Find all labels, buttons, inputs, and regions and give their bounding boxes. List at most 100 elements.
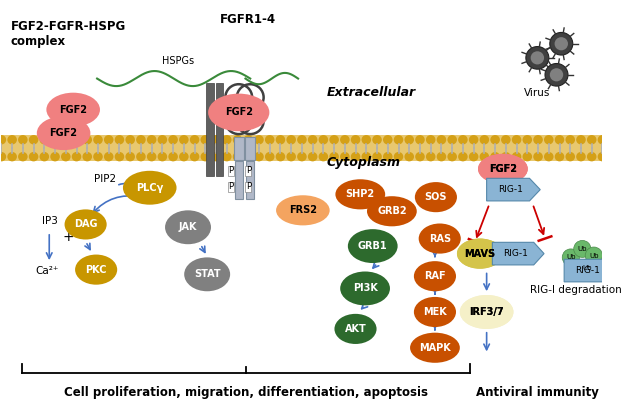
- Circle shape: [136, 135, 146, 144]
- Circle shape: [126, 152, 135, 161]
- Ellipse shape: [460, 295, 514, 329]
- Text: Cytoplasm: Cytoplasm: [327, 156, 401, 169]
- Circle shape: [190, 135, 199, 144]
- Ellipse shape: [367, 196, 417, 226]
- Text: HSPGs: HSPGs: [162, 56, 194, 66]
- Circle shape: [158, 152, 167, 161]
- Bar: [206, 83, 214, 176]
- Text: FGF2: FGF2: [50, 128, 78, 138]
- Ellipse shape: [335, 179, 385, 209]
- Text: RAF: RAF: [424, 271, 446, 281]
- Circle shape: [200, 135, 210, 144]
- Ellipse shape: [184, 257, 230, 291]
- Circle shape: [61, 135, 70, 144]
- Circle shape: [222, 135, 232, 144]
- Circle shape: [512, 135, 521, 144]
- Text: RIG-1: RIG-1: [575, 266, 600, 275]
- Circle shape: [29, 135, 38, 144]
- Circle shape: [544, 152, 553, 161]
- Circle shape: [545, 63, 568, 86]
- Circle shape: [576, 152, 586, 161]
- Text: GRB2: GRB2: [377, 206, 407, 216]
- Circle shape: [394, 135, 403, 144]
- Circle shape: [394, 152, 403, 161]
- Text: Cell proliferation, migration, differentiation, apoptosis: Cell proliferation, migration, different…: [65, 386, 428, 399]
- Circle shape: [254, 152, 264, 161]
- Circle shape: [383, 135, 392, 144]
- Text: FGF2: FGF2: [225, 107, 252, 117]
- Ellipse shape: [208, 94, 269, 131]
- Bar: [1, 135, 602, 161]
- Circle shape: [436, 135, 447, 144]
- Ellipse shape: [75, 255, 117, 284]
- Circle shape: [179, 135, 188, 144]
- Bar: [234, 137, 244, 160]
- Circle shape: [404, 135, 414, 144]
- Bar: [246, 161, 254, 199]
- Circle shape: [115, 135, 124, 144]
- Circle shape: [297, 135, 306, 144]
- Text: complex: complex: [11, 35, 66, 48]
- Circle shape: [147, 135, 156, 144]
- Circle shape: [233, 135, 242, 144]
- Circle shape: [585, 247, 602, 264]
- Circle shape: [254, 135, 264, 144]
- Text: FGFR1-4: FGFR1-4: [220, 13, 276, 26]
- Circle shape: [276, 152, 285, 161]
- Polygon shape: [492, 242, 544, 265]
- Ellipse shape: [65, 209, 107, 239]
- Circle shape: [244, 152, 253, 161]
- Ellipse shape: [415, 182, 457, 212]
- Ellipse shape: [478, 154, 528, 184]
- Circle shape: [276, 135, 285, 144]
- Circle shape: [50, 152, 60, 161]
- Circle shape: [265, 152, 274, 161]
- Text: FRS2: FRS2: [289, 205, 317, 215]
- Circle shape: [565, 152, 575, 161]
- Circle shape: [501, 152, 511, 161]
- Circle shape: [93, 135, 103, 144]
- Circle shape: [522, 135, 532, 144]
- Circle shape: [555, 37, 568, 50]
- Circle shape: [147, 152, 156, 161]
- Circle shape: [458, 135, 468, 144]
- Text: IRF3/7: IRF3/7: [469, 307, 504, 317]
- Circle shape: [8, 152, 17, 161]
- Text: AKT: AKT: [345, 324, 366, 334]
- Circle shape: [574, 241, 591, 257]
- Text: MAPK: MAPK: [419, 343, 451, 353]
- Text: IRF3/7: IRF3/7: [469, 307, 504, 317]
- Ellipse shape: [340, 271, 390, 305]
- Circle shape: [351, 135, 360, 144]
- Circle shape: [72, 152, 81, 161]
- Circle shape: [82, 135, 92, 144]
- Circle shape: [372, 152, 382, 161]
- Circle shape: [598, 152, 607, 161]
- Text: FGF2: FGF2: [489, 164, 517, 174]
- Circle shape: [82, 152, 92, 161]
- Text: IP3: IP3: [41, 216, 57, 227]
- Circle shape: [490, 135, 500, 144]
- Circle shape: [565, 135, 575, 144]
- Text: PI3K: PI3K: [353, 283, 377, 293]
- Circle shape: [501, 135, 511, 144]
- Circle shape: [308, 152, 317, 161]
- Text: Ub: Ub: [589, 253, 598, 259]
- Circle shape: [211, 152, 221, 161]
- Circle shape: [18, 135, 28, 144]
- Circle shape: [61, 152, 70, 161]
- Circle shape: [18, 152, 28, 161]
- Ellipse shape: [414, 261, 456, 291]
- Bar: [246, 137, 255, 160]
- Circle shape: [415, 135, 425, 144]
- Circle shape: [265, 135, 274, 144]
- Ellipse shape: [348, 229, 398, 263]
- Circle shape: [104, 152, 114, 161]
- Circle shape: [329, 135, 339, 144]
- Circle shape: [8, 135, 17, 144]
- Circle shape: [340, 135, 350, 144]
- Ellipse shape: [414, 297, 456, 327]
- Ellipse shape: [335, 314, 377, 344]
- Circle shape: [576, 135, 586, 144]
- Circle shape: [372, 135, 382, 144]
